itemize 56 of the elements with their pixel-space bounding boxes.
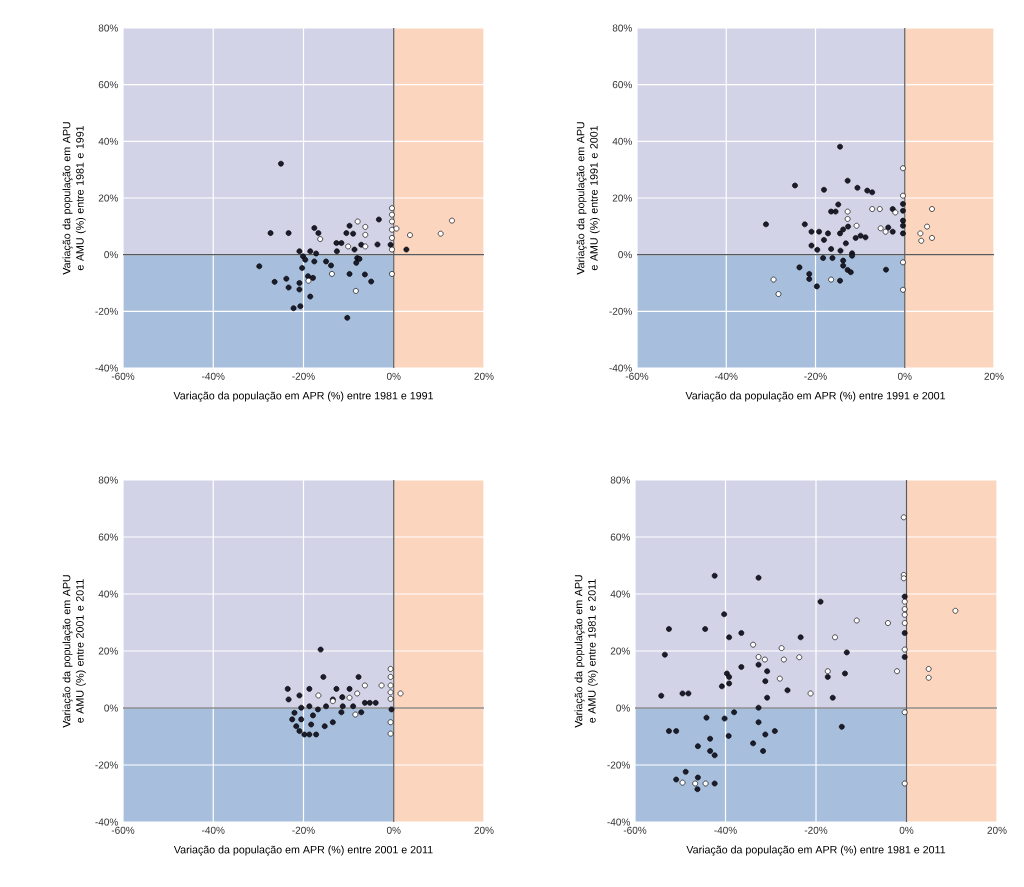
x-tick-label: -60% xyxy=(111,826,135,834)
x-axis-title: Variação da população em APR (%) entre 1991 e 2001 xyxy=(685,391,945,402)
y-tick-label: 80% xyxy=(98,476,118,484)
x-tick-label: 20% xyxy=(474,372,494,380)
y-tick-label: 20% xyxy=(610,647,630,655)
y-axis-title: Variação da população em APU e AMU (%) entre 2001 e 2011 xyxy=(62,575,86,728)
y-tick-label: -40% xyxy=(607,818,630,826)
y-tick-label: 0% xyxy=(104,251,118,259)
y-tick-label: 40% xyxy=(612,137,632,145)
y-tick-label: -20% xyxy=(95,761,118,769)
y-tick-label: 60% xyxy=(610,533,630,541)
y-tick-label: 80% xyxy=(612,24,632,32)
x-tick-label: 20% xyxy=(984,372,1004,380)
y-axis-title: Variação da população em APU e AMU (%) entre 1981 e 2011 xyxy=(574,575,598,728)
y-tick-label: 0% xyxy=(104,704,118,712)
y-tick-label: 60% xyxy=(98,81,118,89)
y-tick-label: 60% xyxy=(612,81,632,89)
y-tick-label: -40% xyxy=(95,364,118,372)
y-axis-title: Variação da população em APU e AMU (%) entre 1991 e 2001 xyxy=(576,122,600,275)
y-tick-label: -20% xyxy=(609,307,632,315)
y-tick-label: 40% xyxy=(98,590,118,598)
y-tick-label: 80% xyxy=(98,24,118,32)
y-tick-label: 20% xyxy=(612,194,632,202)
x-axis-title: Variação da população em APR (%) entre 1981 e 1991 xyxy=(173,391,433,402)
y-tick-label: 40% xyxy=(98,137,118,145)
y-tick-label: 40% xyxy=(610,590,630,598)
x-tick-label: -60% xyxy=(625,372,649,380)
y-tick-label: -40% xyxy=(609,364,632,372)
x-tick-label: -20% xyxy=(804,372,827,380)
x-tick-label: -40% xyxy=(202,372,225,380)
y-tick-label: 20% xyxy=(98,194,118,202)
x-tick-label: 0% xyxy=(386,826,401,834)
y-tick-label: 80% xyxy=(610,476,630,484)
x-tick-label: 20% xyxy=(987,826,1007,834)
x-tick-label: -20% xyxy=(804,826,828,834)
y-tick-label: 20% xyxy=(98,647,118,655)
x-tick-label: -20% xyxy=(292,826,315,834)
x-axis-title: Variação da população em APR (%) entre 2001 e 2011 xyxy=(173,845,433,856)
y-tick-label: -20% xyxy=(607,761,630,769)
x-tick-label: -20% xyxy=(292,372,315,380)
y-tick-label: 60% xyxy=(98,533,118,541)
x-tick-label: -60% xyxy=(623,826,647,834)
y-tick-label: 0% xyxy=(616,704,630,712)
x-tick-label: 0% xyxy=(386,372,401,380)
x-tick-label: 20% xyxy=(474,826,494,834)
x-tick-label: -40% xyxy=(715,372,738,380)
x-tick-label: 0% xyxy=(897,372,912,380)
y-tick-label: -40% xyxy=(95,818,118,826)
x-tick-label: -40% xyxy=(714,826,737,834)
x-axis-title: Variação da população em APR (%) entre 1981 e 2011 xyxy=(686,845,946,856)
x-tick-label: 0% xyxy=(899,826,914,834)
x-tick-label: -40% xyxy=(202,826,225,834)
x-tick-label: -60% xyxy=(111,372,135,380)
y-tick-label: 0% xyxy=(618,251,632,259)
y-tick-label: -20% xyxy=(95,307,118,315)
y-axis-title: Variação da população em APU e AMU (%) entre 1981 e 1991 xyxy=(62,122,86,275)
